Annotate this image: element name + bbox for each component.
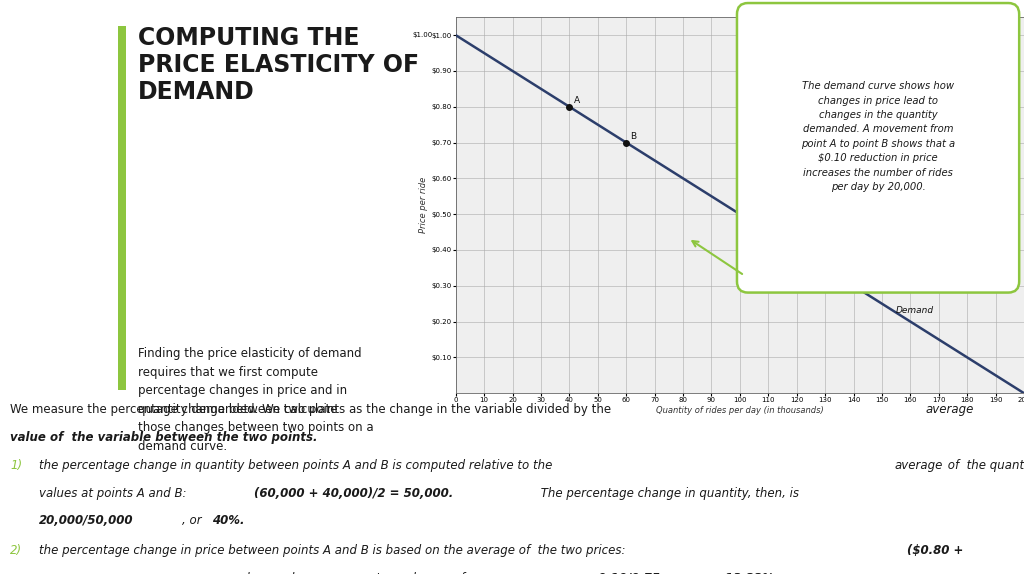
FancyBboxPatch shape xyxy=(737,3,1019,293)
Text: , or: , or xyxy=(685,572,709,574)
Text: COMPUTING THE
PRICE ELASTICITY OF
DEMAND: COMPUTING THE PRICE ELASTICITY OF DEMAND xyxy=(138,26,420,103)
Text: average: average xyxy=(895,459,943,472)
Text: −13.33%.: −13.33%. xyxy=(716,572,779,574)
Text: (60,000 + 40,000)/2 = 50,000.: (60,000 + 40,000)/2 = 50,000. xyxy=(254,487,454,500)
Text: average: average xyxy=(926,403,974,416)
Text: $1.00: $1.00 xyxy=(413,32,433,38)
Text: the percentage change in quantity between points A and B is computed relative to: the percentage change in quantity betwee… xyxy=(39,459,552,472)
Text: The demand curve shows how
changes in price lead to
changes in the quantity
dema: The demand curve shows how changes in pr… xyxy=(801,82,955,192)
Text: −0.10/0.75: −0.10/0.75 xyxy=(589,572,660,574)
Text: Finding the price elasticity of demand
requires that we first compute
percentage: Finding the price elasticity of demand r… xyxy=(138,347,374,453)
Text: A: A xyxy=(573,96,580,105)
Text: the percentage change in price between points A and B is based on the average of: the percentage change in price between p… xyxy=(39,544,629,557)
Text: , or: , or xyxy=(182,514,206,528)
Text: The percentage change in quantity, then, is: The percentage change in quantity, then,… xyxy=(537,487,799,500)
Text: , and so we have a percentage change of: , and so we have a percentage change of xyxy=(220,572,472,574)
Text: of  the quantity: of the quantity xyxy=(944,459,1024,472)
Text: B: B xyxy=(631,132,637,141)
Text: 1): 1) xyxy=(10,459,23,472)
Text: Demand: Demand xyxy=(896,305,934,315)
Text: We measure the percentage change between two points as the change in the variabl: We measure the percentage change between… xyxy=(10,403,615,416)
Text: 2): 2) xyxy=(10,544,23,557)
Text: values at points A and B:: values at points A and B: xyxy=(39,487,190,500)
Text: 20,000/50,000: 20,000/50,000 xyxy=(39,514,133,528)
Y-axis label: Price per ride: Price per ride xyxy=(420,177,428,233)
Text: value of  the variable between the two points.: value of the variable between the two po… xyxy=(10,430,317,444)
X-axis label: Quantity of rides per day (in thousands): Quantity of rides per day (in thousands) xyxy=(656,406,823,415)
Text: 40%.: 40%. xyxy=(212,514,245,528)
Text: $0.70)/2 = $0.75: $0.70)/2 = $0.75 xyxy=(39,572,125,574)
Text: (​$0.80 +: (​$0.80 + xyxy=(907,544,964,557)
